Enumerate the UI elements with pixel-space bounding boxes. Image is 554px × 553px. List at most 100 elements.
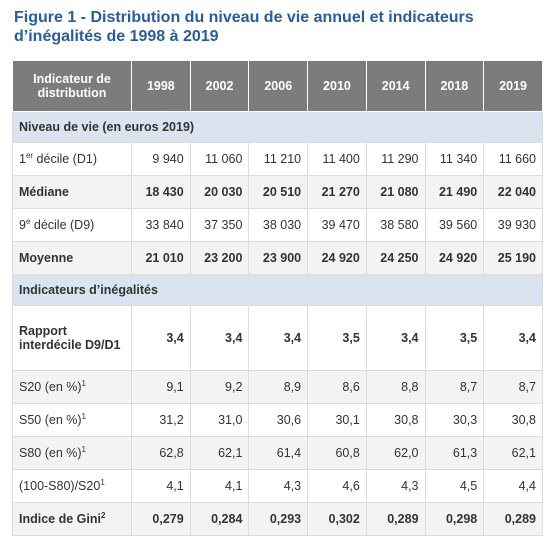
data-row: S50 (en %)1 31,2 31,0 30,6 30,1 30,8 30,3 30,8 bbox=[12, 403, 543, 437]
row-label: 1er décile (D1) bbox=[12, 142, 132, 176]
value-cell: 25 190 bbox=[483, 241, 543, 275]
title-line: d’inégalités de 1998 à 2019 bbox=[14, 28, 219, 45]
section-row: Indicateurs d’inégalités bbox=[12, 274, 543, 306]
value-cell: 0,298 bbox=[424, 502, 485, 536]
value-cell: 22 040 bbox=[483, 175, 543, 209]
value-cell: 0,279 bbox=[131, 502, 191, 536]
value-cell: 38 580 bbox=[365, 208, 426, 242]
value-cell: 62,1 bbox=[189, 436, 250, 470]
row-label: Médiane bbox=[12, 175, 132, 209]
header-cell: 2019 bbox=[483, 60, 543, 112]
value-cell: 24 920 bbox=[424, 241, 485, 275]
value-cell: 11 400 bbox=[307, 142, 367, 176]
value-cell: 0,289 bbox=[365, 502, 426, 536]
table-body: Niveau de vie (en euros 2019) 1er décile … bbox=[12, 111, 543, 536]
data-row: Rapport interdécile D9/D1 3,4 3,4 3,4 3,5 3,4… bbox=[12, 305, 543, 371]
row-label: 9e décile (D9) bbox=[12, 208, 132, 242]
value-cell: 18 430 bbox=[131, 175, 191, 209]
value-cell: 11 660 bbox=[483, 142, 543, 176]
value-cell: 3,4 bbox=[365, 305, 426, 371]
label-text: décile (D1) bbox=[33, 152, 97, 167]
data-row: S80 (en %)1 62,8 62,1 61,4 60,8 62,0 61,3 62,1 bbox=[12, 436, 543, 470]
label-text: S50 (en %) bbox=[19, 413, 82, 428]
section-label: Niveau de vie (en euros 2019) bbox=[12, 111, 543, 143]
superscript: er bbox=[25, 151, 34, 161]
data-row: (100-S80)/S201 4,1 4,1 4,3 4,6 4,3 4,5 4,4 bbox=[12, 469, 543, 503]
value-cell: 4,1 bbox=[131, 469, 191, 503]
value-cell: 11 210 bbox=[248, 142, 309, 176]
label-text: Rapport interdécile D9/D1 bbox=[19, 324, 121, 352]
superscript: e bbox=[25, 217, 31, 227]
value-cell: 30,8 bbox=[483, 403, 543, 437]
value-cell: 62,0 bbox=[365, 436, 426, 470]
header-cell: 2006 bbox=[248, 60, 309, 112]
data-row: Moyenne 21 010 23 200 23 900 24 920 24 250 24 … bbox=[12, 241, 543, 275]
figure-title: Figure 1 - Distribution du niveau de vie… bbox=[14, 8, 549, 46]
value-cell: 23 900 bbox=[248, 241, 309, 275]
data-row: Indice de Gini2 0,279 0,284 0,293 0,302 0,289… bbox=[12, 502, 543, 536]
value-cell: 3,5 bbox=[307, 305, 367, 371]
value-cell: 24 250 bbox=[365, 241, 426, 275]
row-label: (100-S80)/S201 bbox=[12, 469, 132, 503]
value-cell: 4,4 bbox=[483, 469, 543, 503]
value-cell: 30,6 bbox=[248, 403, 309, 437]
value-cell: 20 510 bbox=[248, 175, 309, 209]
value-cell: 8,8 bbox=[365, 370, 426, 404]
value-cell: 62,8 bbox=[131, 436, 191, 470]
value-cell: 21 080 bbox=[365, 175, 426, 209]
superscript: 2 bbox=[100, 511, 106, 521]
value-cell: 4,5 bbox=[424, 469, 485, 503]
value-cell: 0,289 bbox=[483, 502, 543, 536]
value-cell: 4,6 bbox=[307, 469, 367, 503]
value-cell: 39 470 bbox=[307, 208, 367, 242]
row-label: Moyenne bbox=[12, 241, 132, 275]
superscript: 1 bbox=[81, 412, 86, 422]
value-cell: 3,4 bbox=[189, 305, 250, 371]
data-row: S20 (en %)1 9,1 9,2 8,9 8,6 8,8 8,7 8,7 bbox=[12, 370, 543, 404]
header-cell: 1998 bbox=[131, 60, 191, 112]
value-cell: 38 030 bbox=[248, 208, 309, 242]
value-cell: 11 060 bbox=[189, 142, 250, 176]
label-text: Médiane bbox=[19, 185, 70, 199]
value-cell: 8,9 bbox=[248, 370, 309, 404]
value-cell: 37 350 bbox=[189, 208, 250, 242]
label-text: 1 bbox=[19, 152, 26, 167]
row-label: S80 (en %)1 bbox=[12, 436, 132, 470]
label-text: Moyenne bbox=[19, 251, 74, 265]
value-cell: 61,4 bbox=[248, 436, 309, 470]
value-cell: 4,3 bbox=[365, 469, 426, 503]
label-text: (100-S80)/S20 bbox=[19, 479, 101, 494]
header-cell: 2014 bbox=[365, 60, 426, 112]
header-cell: 2010 bbox=[307, 60, 367, 112]
value-cell: 24 920 bbox=[307, 241, 367, 275]
value-cell: 9,1 bbox=[131, 370, 191, 404]
data-row: Médiane 18 430 20 030 20 510 21 270 21 080 21 … bbox=[12, 175, 543, 209]
label-text: S20 (en %) bbox=[19, 380, 82, 395]
value-cell: 8,7 bbox=[483, 370, 543, 404]
value-cell: 8,7 bbox=[424, 370, 485, 404]
value-cell: 0,302 bbox=[307, 502, 367, 536]
value-cell: 62,1 bbox=[483, 436, 543, 470]
value-cell: 23 200 bbox=[189, 241, 250, 275]
superscript: 1 bbox=[100, 478, 105, 488]
value-cell: 9 940 bbox=[131, 142, 191, 176]
label-text: décile (D9) bbox=[30, 218, 95, 233]
value-cell: 61,3 bbox=[424, 436, 485, 470]
value-cell: 21 010 bbox=[131, 241, 191, 275]
header-cell: 2002 bbox=[189, 60, 250, 112]
header-row: Indicateur de distribution 1998 2002 2006 20… bbox=[12, 60, 543, 112]
value-cell: 4,1 bbox=[189, 469, 250, 503]
value-cell: 11 340 bbox=[424, 142, 485, 176]
distribution-table: Indicateur de distribution 1998 2002 2006 20… bbox=[12, 60, 543, 536]
superscript: 1 bbox=[81, 445, 86, 455]
label-text: Indice de Gini bbox=[19, 512, 101, 527]
value-cell: 9,2 bbox=[189, 370, 250, 404]
value-cell: 4,3 bbox=[248, 469, 309, 503]
data-row: 1er décile (D1) 9 940 11 060 11 210 11 400 11… bbox=[12, 142, 543, 176]
row-label: Rapport interdécile D9/D1 bbox=[12, 305, 132, 371]
value-cell: 3,5 bbox=[424, 305, 485, 371]
value-cell: 39 560 bbox=[424, 208, 485, 242]
row-label: S20 (en %)1 bbox=[12, 370, 132, 404]
value-cell: 31,0 bbox=[189, 403, 250, 437]
